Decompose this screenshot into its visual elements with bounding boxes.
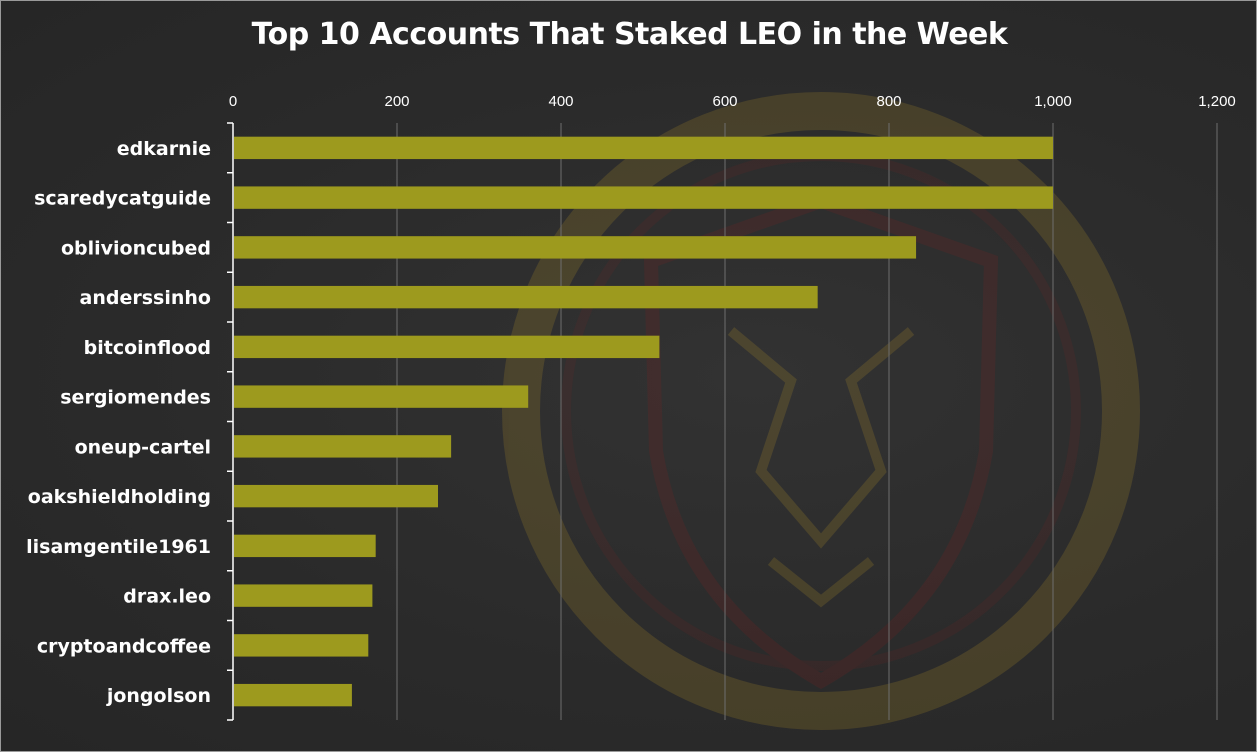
x-tick-label: 400: [548, 93, 573, 110]
y-category-label: sergiomendes: [60, 387, 211, 409]
y-category-label: drax.leo: [123, 586, 211, 608]
y-category-label: lisamgentile1961: [26, 536, 211, 558]
y-category-label: cryptoandcoffee: [37, 635, 211, 657]
bar-jongolson: [234, 683, 352, 707]
bar-cryptoandcoffee: [234, 634, 369, 657]
x-tick-label: 1,200: [1198, 93, 1236, 110]
y-category-label: oakshieldholding: [28, 486, 211, 508]
bar-anderssinho: [234, 285, 818, 309]
bar-bitcoinflood: [234, 335, 660, 359]
y-category-label: oneup-cartel: [75, 436, 211, 458]
y-category-label: scaredycatguide: [34, 188, 211, 210]
y-category-label: bitcoinflood: [84, 337, 211, 359]
bar-lisamgentile1961: [234, 534, 376, 558]
x-tick-label: 1,000: [1034, 93, 1072, 110]
x-tick-label: 600: [712, 93, 737, 110]
x-tick-label: 200: [384, 93, 409, 110]
bar-edkarnie: [234, 136, 1053, 160]
y-category-label: anderssinho: [80, 287, 211, 309]
chart-title: Top 10 Accounts That Staked LEO in the W…: [251, 17, 1008, 52]
bar-oneup-cartel: [234, 435, 452, 458]
y-category-label: jongolson: [106, 685, 211, 707]
y-category-label: edkarnie: [117, 138, 211, 160]
bar-sergiomendes: [234, 385, 529, 408]
bar-oblivioncubed: [234, 236, 917, 259]
x-tick-label: 800: [876, 93, 901, 110]
y-category-label: oblivioncubed: [61, 237, 211, 259]
bar-oakshieldholding: [234, 484, 438, 508]
bar-scaredycatguide: [234, 186, 1053, 209]
x-tick-label: 0: [229, 93, 237, 110]
bar-drax.leo: [234, 584, 373, 607]
